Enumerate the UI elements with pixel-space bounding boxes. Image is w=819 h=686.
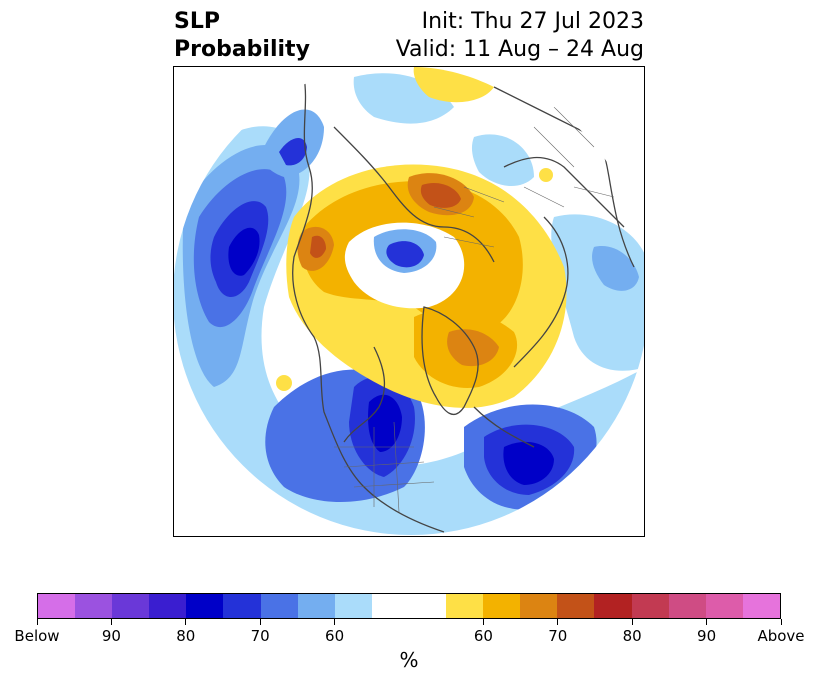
- valid-range: Valid: 11 Aug – 24 Aug: [395, 37, 644, 62]
- colorbar-tick-mark: [259, 619, 261, 625]
- colorbar-swatch: [186, 594, 224, 618]
- title-product: Probability: [174, 37, 310, 62]
- colorbar-swatch: [446, 594, 484, 618]
- colorbar-tick-label: 80: [176, 627, 196, 645]
- colorbar-tick-mark: [334, 619, 336, 625]
- colorbar-swatch: [594, 594, 632, 618]
- arctic-low-80: [386, 241, 424, 268]
- europe-high-spot: [539, 168, 553, 182]
- colorbar-swatch: [75, 594, 113, 618]
- europe-low-70: [592, 246, 639, 291]
- colorbar-tick-mark: [110, 619, 112, 625]
- colorbar-swatch: [260, 594, 298, 618]
- siberia-high-90: [420, 182, 461, 208]
- greenland-high-80: [447, 329, 499, 367]
- colorbar-tick-label: Above: [757, 627, 805, 645]
- colorbar-tick-label: 60: [473, 627, 493, 645]
- colorbar-swatch: [408, 594, 447, 618]
- colorbar-swatch: [112, 594, 150, 618]
- colorbar-swatch: [483, 594, 521, 618]
- colorbar-tick-mark: [631, 619, 633, 625]
- colorbar-swatch: [297, 594, 335, 618]
- probability-map: [174, 67, 644, 535]
- colorbar-tick-mark: [557, 619, 559, 625]
- colorbar-tick-mark: [780, 619, 782, 625]
- colorbar-swatch: [520, 594, 558, 618]
- colorbar: [37, 593, 781, 619]
- scand-low-60: [471, 134, 534, 187]
- colorbar-swatch: [631, 594, 669, 618]
- borders: [334, 106, 615, 513]
- init-date: Init: Thu 27 Jul 2023: [421, 9, 644, 34]
- north-euro-high-60: [413, 67, 494, 103]
- colorbar-swatch: [557, 594, 595, 618]
- colorbar-tick-label: Below: [14, 627, 60, 645]
- alaska-high-90: [310, 235, 326, 258]
- pacific-low-core: [228, 227, 260, 276]
- map-title-right: Init: Thu 27 Jul 2023 Valid: 11 Aug – 24…: [396, 8, 644, 64]
- colorbar-swatch: [705, 594, 743, 618]
- colorbar-tick-mark: [482, 619, 484, 625]
- colorbar-tick-mark: [706, 619, 708, 625]
- colorbar-tick-label: 60: [325, 627, 345, 645]
- colorbar-tick-label: 90: [697, 627, 717, 645]
- colorbar-unit: %: [399, 648, 419, 672]
- map-panel: [173, 66, 645, 537]
- colorbar-swatch: [223, 594, 261, 618]
- colorbar-swatch: [38, 594, 76, 618]
- pacific-high-spot: [276, 375, 292, 391]
- colorbar-swatch: [371, 594, 409, 618]
- bering-low-80: [279, 137, 307, 166]
- atlantic-low-core: [503, 441, 554, 485]
- colorbar-swatch: [149, 594, 187, 618]
- colorbar-tick-mark: [36, 619, 38, 625]
- title-variable: SLP: [174, 9, 220, 34]
- colorbar-tick-label: 70: [548, 627, 568, 645]
- colorbar-tick-label: 90: [101, 627, 121, 645]
- colorbar-swatch: [334, 594, 372, 618]
- east-us-low-core: [368, 394, 402, 452]
- colorbar-swatch: [742, 594, 780, 618]
- map-title-left: SLP Probability: [174, 8, 310, 64]
- colorbar-tick-mark: [185, 619, 187, 625]
- colorbar-tick-label: 70: [250, 627, 270, 645]
- colorbar-swatch: [668, 594, 706, 618]
- colorbar-tick-label: 80: [622, 627, 642, 645]
